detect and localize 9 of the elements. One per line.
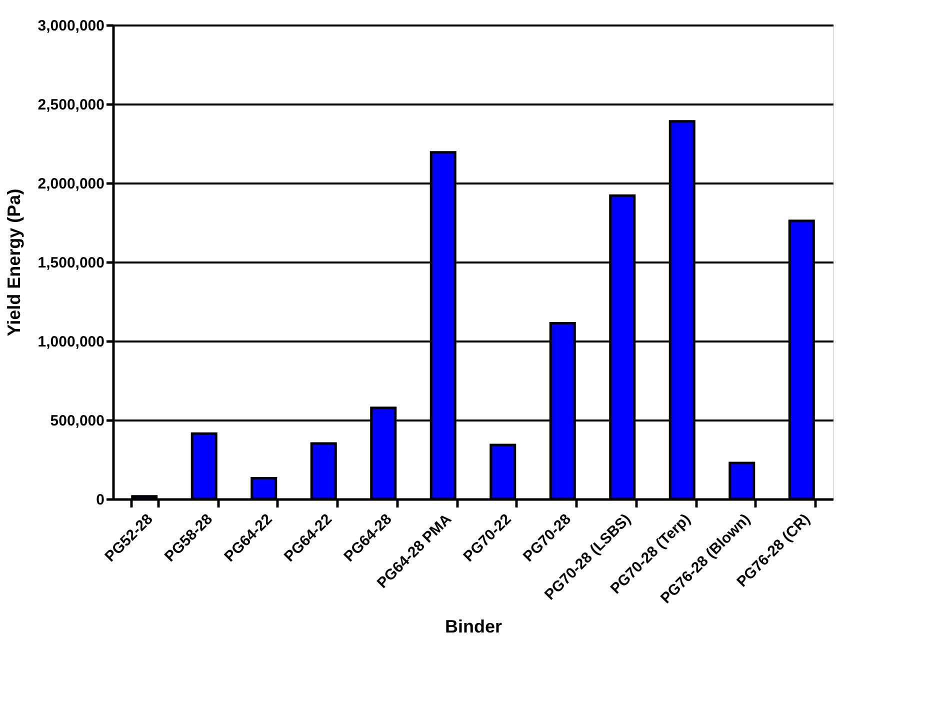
y-tick-label: 2,500,000	[38, 96, 104, 114]
y-tick-label: 2,000,000	[38, 176, 104, 192]
y-tick-label: 1,500,000	[38, 254, 104, 272]
y-axis-title: Yield Energy (Pa)	[4, 188, 24, 336]
y-tick-label: 0	[96, 492, 104, 508]
x-axis-title: Binder	[444, 616, 502, 636]
y-tick-label: 3,000,000	[38, 18, 104, 34]
y-tick-label: 1,000,000	[38, 334, 104, 350]
y-tick-label: 500,000	[50, 412, 104, 430]
